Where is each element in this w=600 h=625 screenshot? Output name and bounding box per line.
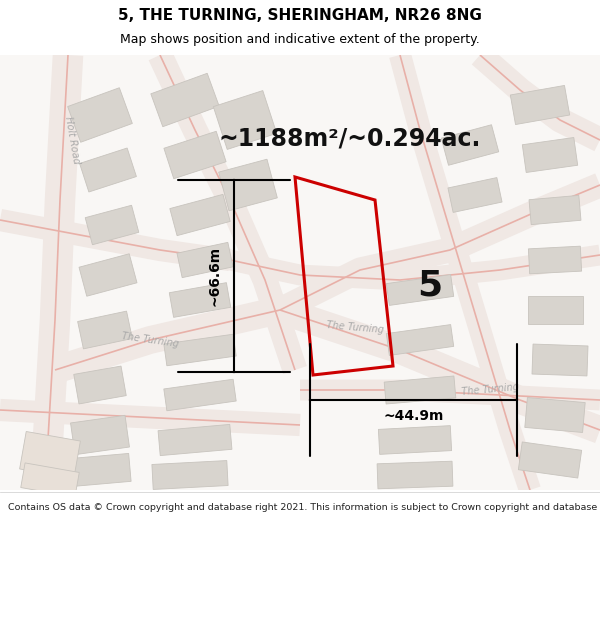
Text: ~1188m²/~0.294ac.: ~1188m²/~0.294ac. <box>219 126 481 150</box>
Polygon shape <box>218 159 277 211</box>
Polygon shape <box>85 205 139 245</box>
Polygon shape <box>170 194 230 236</box>
Polygon shape <box>80 148 136 192</box>
Polygon shape <box>69 454 131 486</box>
Polygon shape <box>214 91 277 149</box>
Polygon shape <box>525 398 585 432</box>
Text: ~44.9m: ~44.9m <box>383 409 443 423</box>
Polygon shape <box>527 296 583 324</box>
Polygon shape <box>532 344 588 376</box>
Polygon shape <box>164 131 226 179</box>
Polygon shape <box>441 125 499 165</box>
Polygon shape <box>448 177 502 212</box>
Text: ~66.6m: ~66.6m <box>207 246 221 306</box>
Polygon shape <box>377 461 453 489</box>
Text: Contains OS data © Crown copyright and database right 2021. This information is : Contains OS data © Crown copyright and d… <box>8 503 600 512</box>
Text: The Turning: The Turning <box>121 331 179 349</box>
Text: The Turning: The Turning <box>461 382 519 398</box>
Polygon shape <box>164 334 236 366</box>
Polygon shape <box>529 246 581 274</box>
Polygon shape <box>169 282 231 318</box>
Polygon shape <box>164 379 236 411</box>
Polygon shape <box>158 424 232 456</box>
Polygon shape <box>523 138 578 172</box>
Polygon shape <box>379 426 452 454</box>
Polygon shape <box>152 461 228 489</box>
Polygon shape <box>177 242 233 278</box>
Text: 5: 5 <box>418 268 443 302</box>
Polygon shape <box>529 196 581 224</box>
Polygon shape <box>518 442 581 478</box>
Polygon shape <box>151 73 219 127</box>
Polygon shape <box>511 86 569 124</box>
Polygon shape <box>384 376 456 404</box>
Polygon shape <box>21 463 79 497</box>
Polygon shape <box>77 311 133 349</box>
Text: The Turning: The Turning <box>326 321 384 336</box>
Text: Map shows position and indicative extent of the property.: Map shows position and indicative extent… <box>120 32 480 46</box>
Polygon shape <box>71 416 130 454</box>
Polygon shape <box>68 88 133 142</box>
Polygon shape <box>386 324 454 356</box>
Polygon shape <box>386 274 454 306</box>
Text: Holt Road: Holt Road <box>63 116 81 164</box>
Text: 5, THE TURNING, SHERINGHAM, NR26 8NG: 5, THE TURNING, SHERINGHAM, NR26 8NG <box>118 8 482 22</box>
Polygon shape <box>79 254 137 296</box>
Polygon shape <box>74 366 126 404</box>
Polygon shape <box>20 431 80 479</box>
